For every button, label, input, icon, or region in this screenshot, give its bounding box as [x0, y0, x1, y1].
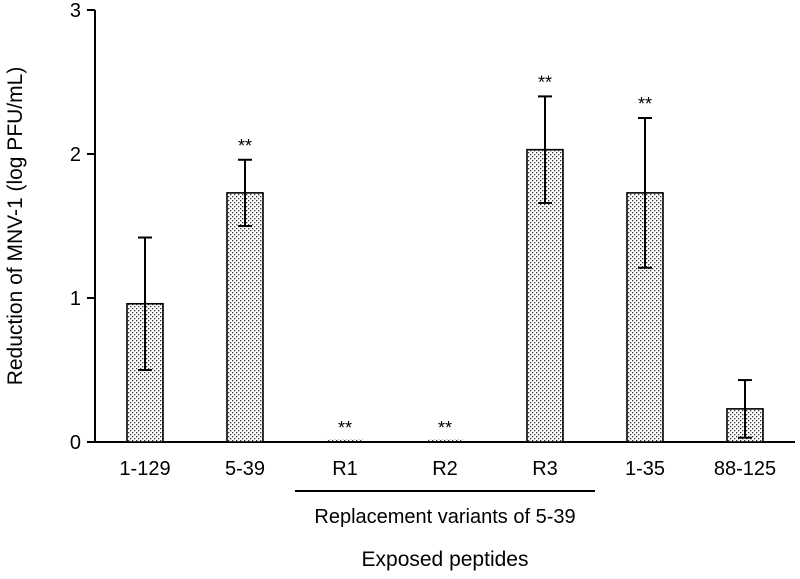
significance-5-39: ** — [238, 136, 252, 156]
x-tick-label-R2: R2 — [432, 458, 458, 480]
group-bracket-label: Replacement variants of 5-39 — [314, 506, 575, 528]
y-tick-label-0: 0 — [70, 432, 81, 454]
group-bracket: Replacement variants of 5-39 — [295, 490, 595, 528]
y-tick-label-1: 1 — [70, 288, 81, 310]
x-tick-label-5-39: 5-39 — [225, 458, 265, 480]
bar-R2 — [427, 439, 463, 441]
y-tick-label-3: 3 — [70, 0, 81, 22]
significance-labels: ** ** ** ** ** — [238, 72, 652, 438]
x-tick-label-88-125: 88-125 — [714, 458, 776, 480]
x-tick-label-R1: R1 — [332, 458, 358, 480]
x-axis-title: Exposed peptides — [362, 548, 529, 571]
x-tick-label-R3: R3 — [532, 458, 558, 480]
bar-R1 — [327, 439, 363, 441]
y-ticks: 0 1 2 3 — [70, 0, 95, 454]
axes — [94, 10, 795, 443]
bar-5-39 — [226, 192, 264, 443]
x-tick-labels: 1-129 5-39 R1 R2 R3 1-35 88-125 — [119, 458, 776, 480]
y-tick-label-2: 2 — [70, 144, 81, 166]
significance-1-35: ** — [638, 94, 652, 114]
significance-R3: ** — [538, 72, 552, 92]
x-tick-label-1-129: 1-129 — [119, 458, 170, 480]
bars — [126, 148, 764, 443]
significance-R2: ** — [438, 418, 452, 438]
x-tick-label-1-35: 1-35 — [625, 458, 665, 480]
y-axis-title: Reduction of MNV-1 (log PFU/mL) — [4, 67, 27, 386]
significance-R1: ** — [338, 418, 352, 438]
error-bars — [138, 95, 752, 439]
